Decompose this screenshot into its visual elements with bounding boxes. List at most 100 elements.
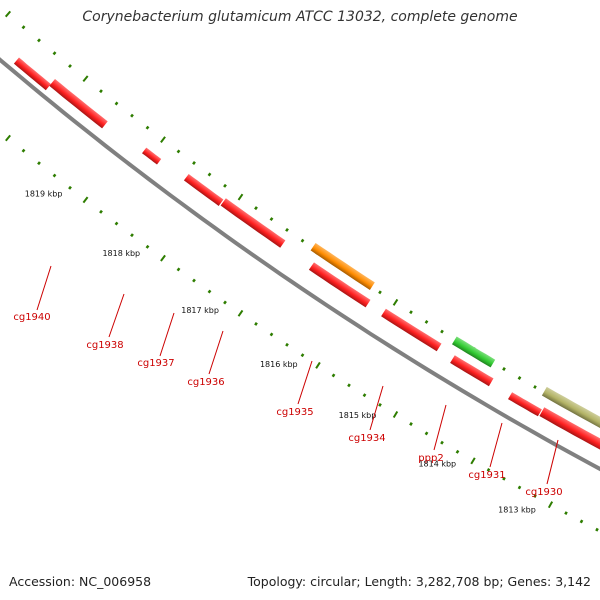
inner-ruler-major-tick <box>4 10 12 18</box>
outer-ruler-minor-tick <box>37 161 41 166</box>
outer-ruler-minor-tick <box>347 383 351 388</box>
outer-ruler-minor-tick <box>99 209 103 214</box>
ruler-label: 1816 kbp <box>260 360 298 369</box>
ruler-label: 1817 kbp <box>181 306 219 315</box>
gene-feature-cg1938 <box>142 147 162 165</box>
inner-ruler-minor-tick <box>378 290 382 295</box>
outer-ruler-minor-tick <box>362 393 367 398</box>
outer-ruler-minor-tick <box>486 468 491 472</box>
outer-ruler-minor-tick <box>269 332 274 337</box>
gene-feature-cg1940 <box>49 79 108 129</box>
gene-feature-cg1934 <box>381 308 442 352</box>
gene-label-cg1940: cg1940 <box>13 312 50 323</box>
gene-label-line-ppp2 <box>433 404 447 451</box>
gene-feature-cg1935 <box>310 243 375 290</box>
outer-ruler-major-tick <box>237 309 244 317</box>
inner-ruler-minor-tick <box>114 101 119 106</box>
inner-ruler-minor-tick <box>502 367 506 371</box>
outer-ruler-minor-tick <box>223 300 227 305</box>
inner-ruler-minor-tick <box>254 206 258 211</box>
outer-ruler-minor-tick <box>595 527 599 532</box>
accession-text: Accession: NC_006958 <box>9 574 152 589</box>
outer-ruler-major-tick <box>392 410 399 419</box>
inner-ruler-minor-tick <box>533 385 537 389</box>
outer-ruler-minor-tick <box>533 494 537 498</box>
gene-label-cg1935: cg1935 <box>276 407 313 418</box>
outer-ruler-major-tick <box>160 254 166 262</box>
inner-ruler-minor-tick <box>176 149 181 154</box>
outer-ruler-minor-tick <box>331 373 336 378</box>
inner-ruler-major-tick <box>82 75 89 83</box>
ruler-label: 1813 kbp <box>498 505 536 514</box>
genome-backbone <box>0 57 600 472</box>
gene-feature-cg1937 <box>183 174 224 206</box>
outer-ruler-minor-tick <box>502 476 506 481</box>
inner-ruler-minor-tick <box>424 320 429 324</box>
genome-summary-text: Topology: circular; Length: 3,282,708 bp… <box>247 574 591 589</box>
inner-ruler-minor-tick <box>192 161 196 165</box>
gene-label-line-cg1938 <box>108 293 125 338</box>
inner-ruler-minor-tick <box>207 172 212 177</box>
ruler-label: 1819 kbp <box>25 189 63 198</box>
outer-ruler-minor-tick <box>254 322 258 326</box>
outer-ruler-minor-tick <box>192 278 196 283</box>
inner-ruler-major-tick <box>237 193 244 201</box>
gene-label-cg1931: cg1931 <box>468 470 505 481</box>
gene-feature-ppp2 <box>452 336 496 368</box>
inner-ruler-minor-tick <box>223 183 227 188</box>
outer-ruler-major-tick <box>547 501 554 509</box>
outer-ruler-minor-tick <box>564 511 568 515</box>
outer-ruler-minor-tick <box>68 185 72 190</box>
ruler-labels: 1819 kbp 1818 kbp 1817 kbp 1816 kbp 1815 kbp… <box>25 189 536 514</box>
gene-feature-cg1936 <box>308 262 371 308</box>
ruler-label: 1818 kbp <box>102 249 140 258</box>
gene-label-line-cg1931 <box>489 422 503 468</box>
outer-ruler-minor-tick <box>145 244 150 249</box>
gene-label-line-cg1940 <box>36 265 52 311</box>
outer-ruler-minor-tick <box>207 289 212 294</box>
gene-label-cg1938: cg1938 <box>86 340 123 351</box>
outer-ruler-minor-tick <box>455 449 460 454</box>
gene-features <box>13 57 600 450</box>
inner-ruler-minor-tick <box>52 51 57 56</box>
inner-ruler-minor-tick <box>269 217 274 222</box>
gene-feature-cg1931 <box>539 407 600 450</box>
gene-feature-cg1936 <box>220 198 286 248</box>
inner-ruler-minor-tick <box>99 89 103 94</box>
inner-ruler-minor-tick <box>21 25 26 30</box>
inner-ruler-minor-tick <box>130 113 134 118</box>
gene-feature-cg1931 <box>508 392 542 417</box>
gene-labels: cg1940 cg1938 cg1937 cg1936 cg1935 cg1934 ppp2… <box>13 265 563 498</box>
outer-ruler-minor-tick <box>409 422 413 426</box>
outer-ruler-minor-tick <box>300 353 305 358</box>
outer-ruler-minor-tick <box>52 173 57 178</box>
outer-ruler-minor-tick <box>424 431 429 436</box>
map-title: Corynebacterium glutamicum ATCC 13032, c… <box>82 9 518 25</box>
inner-ruler-minor-tick <box>68 64 72 69</box>
outer-ruler-major-tick <box>315 361 321 369</box>
outer-ruler-minor-tick <box>114 221 119 226</box>
outer-ruler-minor-tick <box>440 440 444 445</box>
inner-ruler-minor-tick <box>440 329 444 334</box>
gene-label-cg1937: cg1937 <box>137 358 174 369</box>
gene-label-cg1936: cg1936 <box>187 377 224 388</box>
gene-label-ppp2: ppp2 <box>418 453 443 464</box>
inner-ruler-minor-tick <box>285 227 289 232</box>
inner-ruler-major-tick <box>392 298 399 306</box>
inner-ruler-minor-tick <box>409 310 413 315</box>
outer-ruler-major-tick <box>82 196 89 204</box>
inner-ruler-minor-tick <box>300 238 305 243</box>
ruler-ticks-outer <box>5 134 599 532</box>
inner-ruler-minor-tick <box>37 38 41 43</box>
gene-feature-cg1930 <box>541 386 600 428</box>
gene-label-line-cg1930 <box>546 439 559 485</box>
inner-ruler-minor-tick <box>517 376 522 380</box>
outer-ruler-major-tick <box>5 134 11 142</box>
outer-ruler-major-tick <box>470 457 476 465</box>
ruler-label: 1815 kbp <box>339 411 377 420</box>
ruler-label: 1814 kbp <box>418 460 456 469</box>
ruler-ticks-inner <box>4 10 599 424</box>
inner-ruler-minor-tick <box>145 125 150 130</box>
outer-ruler-minor-tick <box>21 148 26 153</box>
